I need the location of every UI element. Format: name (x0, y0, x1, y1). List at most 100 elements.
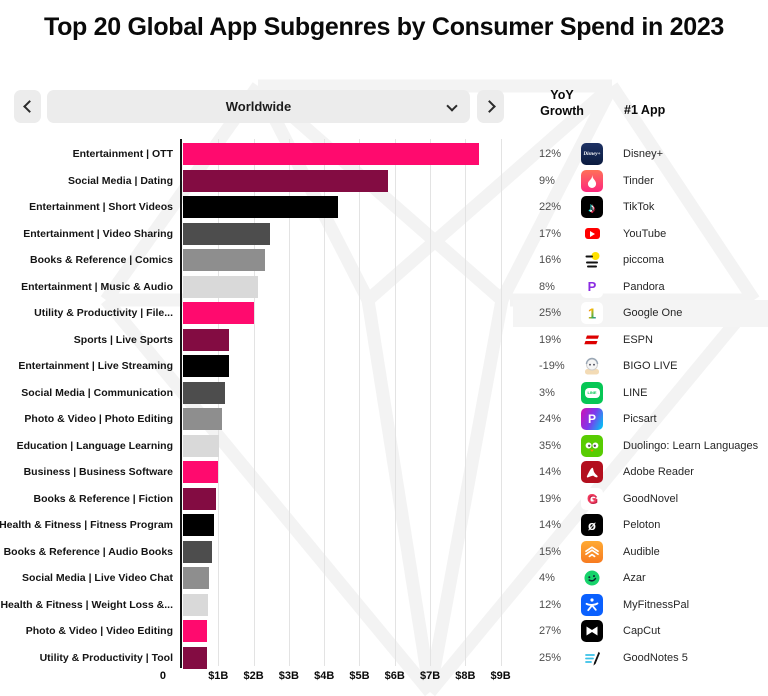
top-app-name: LINE (623, 386, 648, 399)
spend-bar[interactable] (183, 169, 388, 192)
x-axis-tick: $1B (208, 670, 229, 682)
spend-bar[interactable] (183, 355, 229, 377)
subgenre-label: Entertainment | Live Streaming (18, 360, 173, 373)
subgenre-label: Sports | Live Sports (73, 333, 173, 346)
spend-bar[interactable] (183, 143, 479, 165)
spend-bar[interactable] (183, 434, 219, 457)
subgenre-row: Health & Fitness | Weight Loss &... 12% … (0, 592, 768, 619)
subgenre-row: Education | Language Learning 35% Duolin… (0, 433, 768, 460)
row-details: 14% Adobe Reader (513, 459, 768, 486)
region-dropdown-value: Worldwide (225, 99, 292, 114)
row-details: 24% P Picsart (513, 406, 768, 433)
subgenre-label: Entertainment | OTT (72, 148, 173, 161)
bar-track (180, 565, 513, 592)
gridline (500, 139, 502, 666)
spend-bar[interactable] (183, 328, 230, 351)
subgenre-label: Books & Reference | Audio Books (3, 545, 173, 558)
subgenre-label: Business | Business Software (23, 466, 173, 479)
bar-track (180, 380, 513, 407)
subgenre-label: Entertainment | Video Sharing (23, 227, 173, 240)
top-app-name: MyFitnessPal (623, 598, 690, 611)
audible-icon (581, 540, 603, 563)
disney-plus-icon: Disney+ (581, 143, 603, 166)
top-app-name: Disney+ (623, 148, 664, 161)
top-app-name: GoodNovel (623, 492, 679, 505)
spend-bar[interactable] (183, 461, 218, 483)
spend-bar[interactable] (183, 222, 271, 245)
bar-track (180, 141, 513, 168)
x-axis-tick: $2B (243, 670, 264, 682)
row-details: 25% 1 Google One (513, 300, 768, 327)
row-details: 25% GoodNotes 5 (513, 645, 768, 672)
gridline (288, 139, 290, 666)
goodnovel-icon: G (581, 487, 603, 510)
yoy-growth-value: -19% (539, 360, 565, 373)
spend-bar[interactable] (183, 302, 255, 324)
subgenre-row: Entertainment | Live Streaming -19% BIGO… (0, 353, 768, 380)
subgenre-row: Books & Reference | Audio Books 15% Audi… (0, 539, 768, 566)
yoy-growth-value: 12% (539, 148, 562, 161)
bar-track (180, 486, 513, 513)
subgenre-row: Social Media | Dating 9% Tinder (0, 168, 768, 195)
row-details: 14% ø Peloton (513, 512, 768, 539)
yoy-growth-value: 27% (539, 625, 562, 638)
subgenre-row: Health & Fitness | Fitness Program 14% ø… (0, 512, 768, 539)
yoy-growth-value: 24% (539, 413, 562, 426)
spend-bar[interactable] (183, 381, 226, 404)
subgenre-label: Books & Reference | Comics (30, 254, 173, 267)
bar-track (180, 247, 513, 274)
x-axis-tick: $7B (419, 670, 441, 682)
spend-bar[interactable] (183, 196, 338, 218)
subgenre-label: Books & Reference | Fiction (33, 492, 173, 505)
spend-bar[interactable] (183, 275, 258, 298)
subgenre-label: Education | Language Learning (16, 439, 173, 452)
bigo-live-icon (581, 355, 603, 378)
prev-region-button[interactable] (14, 90, 41, 123)
subgenre-label: Social Media | Live Video Chat (22, 572, 173, 585)
gridline (324, 139, 326, 666)
bar-track (180, 168, 513, 195)
top-app-name: BIGO LIVE (623, 360, 678, 373)
bar-track (180, 433, 513, 460)
bar-track (180, 592, 513, 619)
spend-bar[interactable] (183, 249, 265, 271)
spend-bar[interactable] (183, 567, 210, 589)
spend-bar[interactable] (183, 646, 207, 669)
x-axis-ticks: $1B $2B $3B $4B $5B $6B $7B $8B $9B (183, 670, 513, 690)
yoy-growth-value: 9% (539, 174, 555, 187)
piccoma-icon (581, 249, 603, 272)
bar-track (180, 327, 513, 354)
region-dropdown[interactable]: Worldwide (47, 90, 470, 123)
spend-bar[interactable] (183, 514, 215, 536)
yoy-growth-value: 17% (539, 227, 562, 240)
subgenre-label: Photo & Video | Photo Editing (24, 413, 173, 426)
row-details: 12% Disney+ Disney+ (513, 141, 768, 168)
subgenre-row: Entertainment | Music & Audio 8% P Pando… (0, 274, 768, 301)
spend-bar[interactable] (183, 408, 223, 430)
yoy-growth-value: 12% (539, 598, 562, 611)
spend-bar[interactable] (183, 540, 213, 563)
subgenre-row: Social Media | Live Video Chat 4% Azar (0, 565, 768, 592)
row-details: 9% Tinder (513, 168, 768, 195)
line-icon: LINE (581, 381, 603, 404)
next-region-button[interactable] (477, 90, 504, 123)
row-details: -19% BIGO LIVE (513, 353, 768, 380)
subgenre-row: Books & Reference | Fiction 19% G GoodNo… (0, 486, 768, 513)
youtube-icon (581, 222, 603, 245)
spend-bar[interactable] (183, 487, 217, 510)
yoy-growth-value: 14% (539, 519, 562, 532)
bar-track (180, 300, 513, 327)
google-one-icon: 1 (581, 302, 603, 325)
x-axis-tick: $4B (314, 670, 335, 682)
spend-bar[interactable] (183, 620, 208, 642)
espn-icon (581, 328, 603, 351)
yoy-growth-value: 25% (539, 307, 562, 320)
spend-bar[interactable] (183, 593, 208, 616)
bar-chart: Entertainment | OTT 12% Disney+ Disney+ … (0, 141, 768, 671)
top-app-name: Duolingo: Learn Languages (623, 439, 759, 452)
x-axis-tick: $3B (278, 670, 299, 682)
yoy-growth-value: 3% (539, 386, 555, 399)
row-details: 19% ESPN (513, 327, 768, 354)
top-app-name: Picsart (623, 413, 657, 426)
